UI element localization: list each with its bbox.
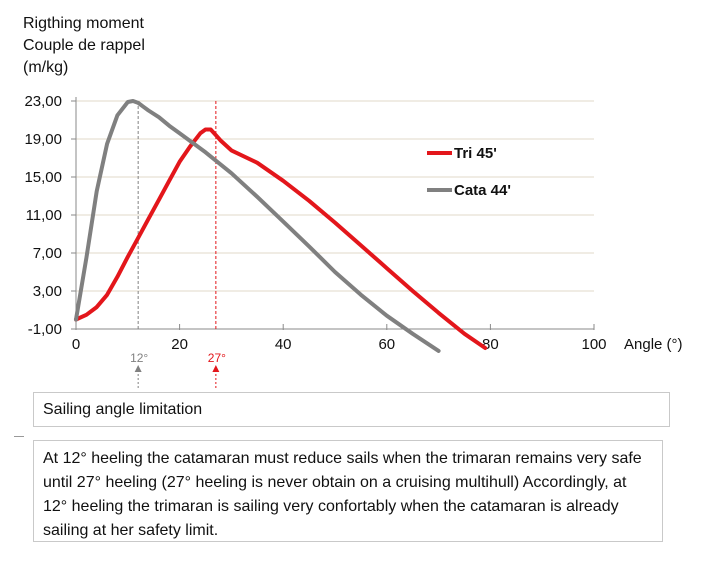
legend-label: Cata 44'	[454, 182, 511, 199]
series-line-cata-44	[74, 99, 441, 353]
y-tick-label: 11,00	[26, 207, 62, 224]
y-tick-label: 19,00	[24, 131, 62, 148]
x-tick-label: 60	[378, 336, 395, 353]
marker-label: 12°	[130, 351, 148, 365]
y-tick-label: 3,00	[33, 283, 62, 300]
explanation-note-box: At 12° heeling the catamaran must reduce…	[33, 440, 663, 542]
x-tick-label: 20	[171, 336, 188, 353]
y-tick-label: -1,00	[28, 321, 62, 338]
x-tick-label: 80	[482, 336, 499, 353]
chart-title-line: Rigthing moment	[23, 15, 145, 32]
marker-arrow-head	[212, 365, 220, 372]
explanation-note-text: At 12° heeling the catamaran must reduce…	[43, 450, 642, 539]
chart-title-line: Couple de rappel	[23, 37, 145, 54]
series-line-tri-45	[74, 127, 488, 350]
sailing-angle-limitation-text: Sailing angle limitation	[43, 401, 203, 418]
chart-title-line: (m/kg)	[23, 59, 68, 76]
x-axis-label: Angle (°)	[624, 336, 683, 353]
y-tick-label: 23,00	[24, 93, 62, 110]
legend-label: Tri 45'	[454, 145, 497, 162]
sailing-angle-limitation-box: Sailing angle limitation	[33, 392, 670, 427]
x-tick-label: 100	[581, 336, 606, 353]
decorative-dash	[14, 436, 24, 437]
y-tick-label: 7,00	[33, 245, 62, 262]
x-tick-label: 0	[72, 336, 80, 353]
y-tick-label: 15,00	[24, 169, 62, 186]
x-tick-label: 40	[275, 336, 292, 353]
marker-arrow-head	[134, 365, 142, 372]
righting-moment-chart: Rigthing moment Couple de rappel (m/kg) -1,…	[23, 15, 683, 388]
marker-label: 27°	[208, 351, 226, 365]
